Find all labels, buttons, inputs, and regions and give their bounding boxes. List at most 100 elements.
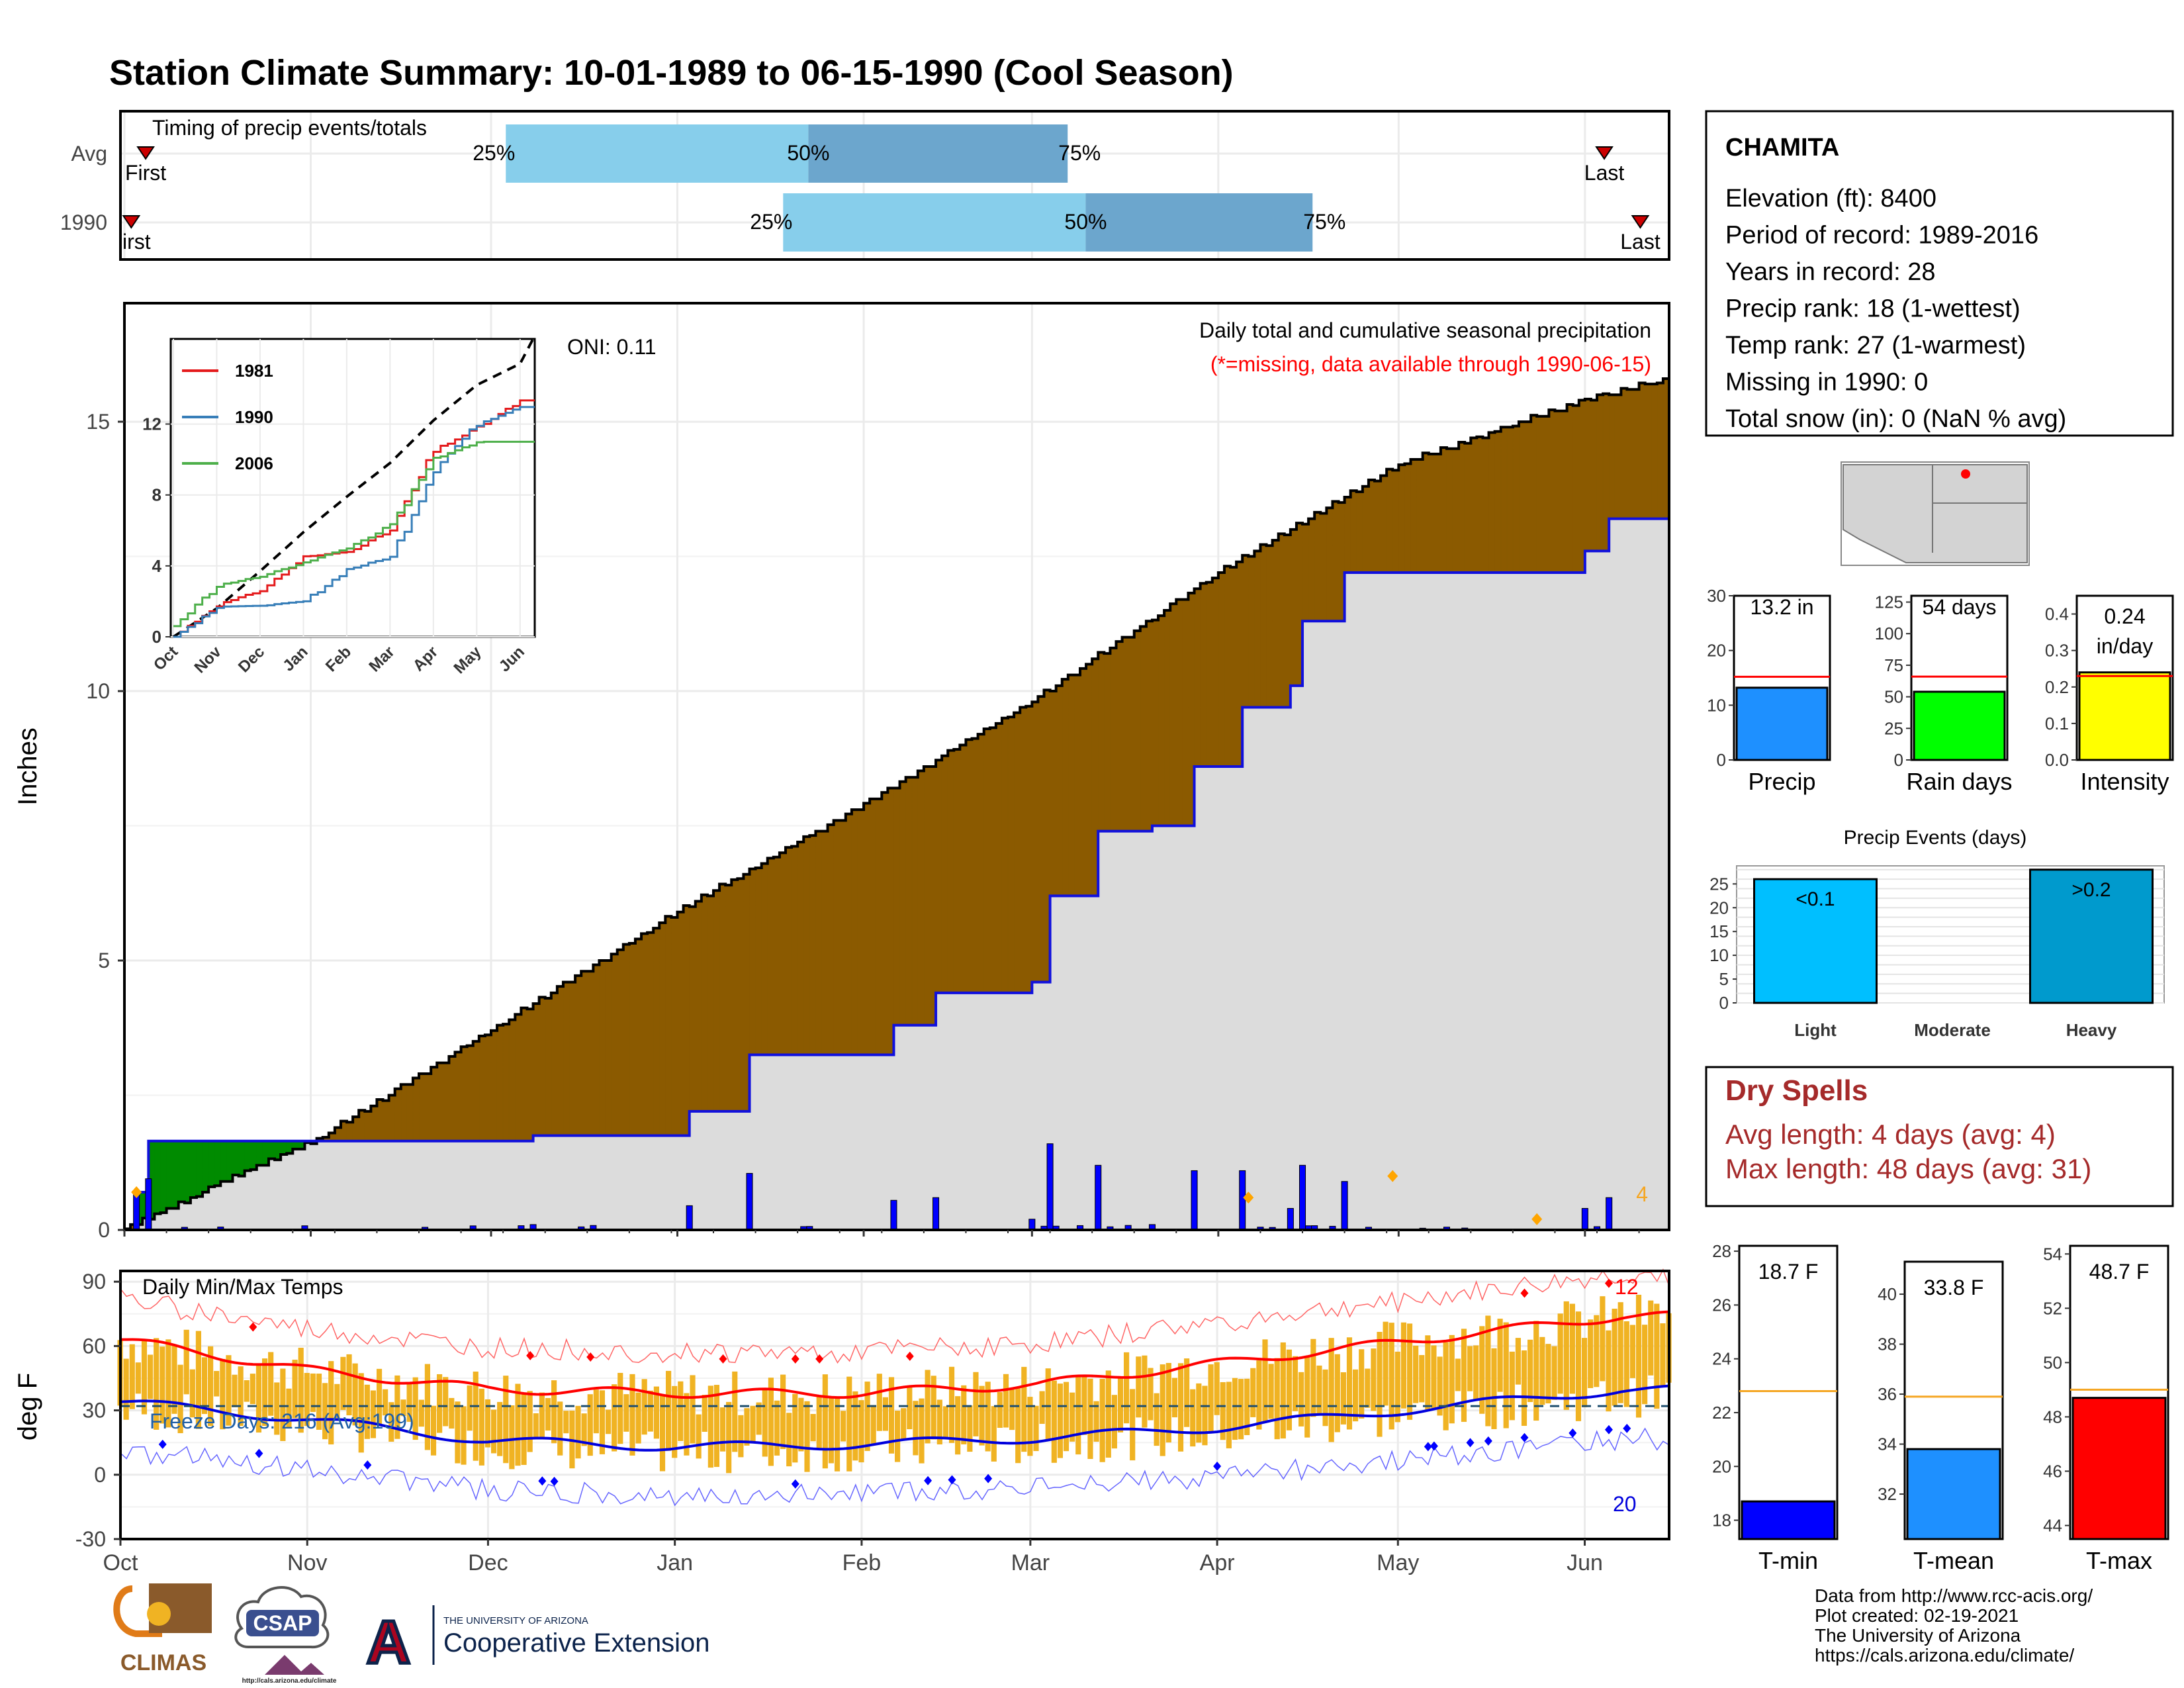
freeze-days-label: Freeze Days: 216 (Avg:199)	[150, 1409, 414, 1433]
record-high-marker	[1520, 1288, 1529, 1298]
daily-temp-bar	[647, 1390, 653, 1432]
daily-temp-bar	[1274, 1358, 1280, 1440]
daily-temp-bar	[1009, 1387, 1015, 1430]
daily-temp-bar	[449, 1397, 455, 1429]
daily-temp-bar	[1569, 1303, 1575, 1394]
daily-temp-bar	[1033, 1405, 1039, 1452]
inset-series-line	[173, 406, 535, 638]
ua-block-bg	[361, 1609, 417, 1668]
temp-y-tick-label: 0	[94, 1463, 106, 1487]
daily-temp-bar	[1292, 1356, 1298, 1411]
inset-average-line	[172, 338, 535, 638]
precip-events-bar-label: <0.1	[1796, 888, 1835, 910]
daily-temp-bar	[1443, 1342, 1449, 1430]
daily-temp-bar	[503, 1376, 509, 1464]
daily-temp-bar	[907, 1386, 913, 1430]
mini-temp-tick-label: 18	[1712, 1511, 1731, 1530]
mini-precip-tick-label: 50	[1884, 687, 1903, 707]
precip-events-tick-label: 10	[1709, 945, 1729, 965]
timing-bar-25-50	[506, 124, 809, 183]
inset-y-tick-label: 12	[142, 414, 161, 434]
daily-temp-bar	[605, 1409, 612, 1434]
mini-temp-tick-label: 48	[2043, 1407, 2062, 1427]
precip-events-tick-label: 5	[1719, 969, 1729, 989]
daily-temp-bar	[394, 1375, 400, 1439]
mini-precip-value: 54 days	[1922, 595, 1996, 619]
inset-legend-label: 1981	[235, 361, 273, 381]
daily-temp-bar	[702, 1395, 707, 1432]
record-low-marker	[924, 1476, 933, 1485]
daily-temp-bar	[1117, 1378, 1124, 1432]
snow-day-marker	[1387, 1170, 1398, 1182]
mini-precip-charts: 0 10 20 30 13.2 in Precip 0 25 50 75 100 125 54 days…	[1707, 586, 2174, 795]
mini-temp-bar	[1906, 1448, 2001, 1540]
daily-temp-bar	[443, 1377, 449, 1427]
daily-temp-bar	[165, 1339, 171, 1428]
daily-temp-bar	[473, 1372, 478, 1461]
first-event-label: First	[125, 161, 166, 185]
daily-temp-bar	[1165, 1362, 1171, 1443]
daily-temp-bar	[195, 1331, 201, 1429]
daily-precip-bar	[1341, 1181, 1348, 1231]
inset-series-line	[173, 399, 535, 638]
record-low-marker	[1484, 1436, 1492, 1446]
daily-temp-bar	[1606, 1330, 1612, 1412]
daily-temp-bar	[1479, 1326, 1485, 1414]
precip-events-tick-label: 20	[1709, 898, 1729, 917]
daily-temp-bar	[406, 1383, 412, 1422]
mini-precip-tick-label: 0.2	[2045, 677, 2069, 697]
daily-temp-bar	[1497, 1319, 1503, 1392]
mini-precip-bar	[2078, 671, 2171, 761]
daily-temp-bar	[810, 1414, 816, 1442]
mini-temp-tick-label: 38	[1878, 1335, 1897, 1354]
daily-temp-bar	[852, 1391, 858, 1461]
daily-temp-bar	[942, 1406, 949, 1439]
daily-temp-bar	[1226, 1382, 1232, 1448]
daily-temp-bar	[461, 1406, 467, 1465]
mini-temp-tick-label: 50	[2043, 1352, 2062, 1372]
inset-legend-label: 1990	[235, 407, 273, 427]
mini-temp-tick-label: 52	[2043, 1298, 2062, 1318]
mini-precip-tick-label: 20	[1707, 641, 1726, 661]
daily-temp-bar	[533, 1413, 539, 1438]
daily-temp-bar	[1648, 1300, 1654, 1376]
daily-temp-bar	[147, 1354, 154, 1399]
csap-badge	[246, 1610, 319, 1636]
csap-logo[interactable]: CSAP http://cals.arizona.edu/climate	[234, 1586, 337, 1685]
daily-temp-bar	[1124, 1352, 1130, 1424]
daily-temp-bar	[1130, 1389, 1136, 1461]
daily-temp-bar	[629, 1374, 635, 1456]
snow-day-marker	[131, 1186, 142, 1199]
temp-y-label: deg F	[13, 1373, 42, 1440]
daily-temp-bar	[919, 1398, 925, 1464]
precip-corner-count: 4	[1636, 1182, 1648, 1206]
precip-events-category: Light	[1794, 1020, 1837, 1040]
record-high-marker	[249, 1322, 257, 1332]
ua-logo[interactable]: A THE UNIVERSITY OF ARIZONA Cooperative …	[361, 1605, 709, 1678]
daily-temp-bar	[1298, 1372, 1304, 1427]
daily-temp-bar	[1051, 1380, 1057, 1463]
daily-temp-bar	[430, 1405, 437, 1456]
inset-frame	[169, 338, 536, 638]
daily-temp-bar	[1075, 1376, 1081, 1455]
timing-row-1990-label: 1990	[60, 211, 107, 234]
daily-temp-bar	[1455, 1358, 1461, 1391]
daily-temp-bar	[1359, 1349, 1365, 1419]
record-low-marker	[550, 1476, 559, 1486]
daily-temp-bar	[1400, 1322, 1407, 1409]
daily-temp-bar	[635, 1392, 641, 1444]
daily-temp-bar	[515, 1383, 521, 1466]
station-info-line: Period of record: 1989-2016	[1725, 222, 2038, 250]
station-info-line: Elevation (ft): 8400	[1725, 185, 1936, 212]
climas-logo[interactable]: CLIMAS	[113, 1583, 212, 1675]
record-high-marker	[586, 1352, 595, 1362]
daily-temp-bar	[557, 1401, 563, 1456]
daily-temp-bar	[1039, 1391, 1045, 1424]
mini-precip-tick-label: 0.1	[2045, 714, 2069, 733]
daily-temp-bar	[967, 1405, 973, 1452]
daily-temp-bar	[841, 1411, 846, 1442]
daily-temp-bar	[545, 1397, 551, 1431]
mini-precip-bar	[1913, 690, 2006, 761]
daily-temp-bar	[936, 1399, 942, 1445]
